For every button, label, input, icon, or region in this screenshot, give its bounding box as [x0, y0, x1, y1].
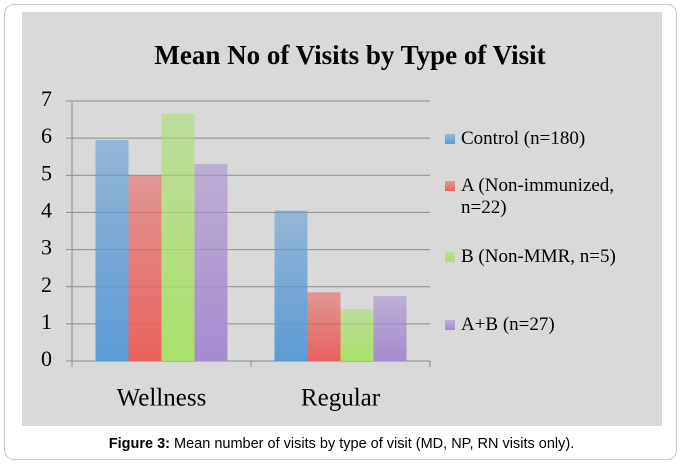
- legend-swatch: [445, 252, 455, 262]
- legend-label: A+B (n=27): [461, 314, 555, 335]
- caption-label: Figure 3:: [108, 436, 170, 452]
- bar: [274, 210, 308, 361]
- legend-swatch: [445, 134, 455, 144]
- y-tick-label: 5: [41, 160, 52, 185]
- frame: [4, 4, 677, 460]
- y-tick-label: 6: [41, 123, 52, 148]
- y-tick-label: 2: [41, 272, 52, 297]
- legend-label: A (Non-immunized, n=22): [461, 175, 615, 218]
- bar: [161, 114, 195, 361]
- y-tick-label: 3: [41, 235, 52, 260]
- bar: [307, 292, 341, 361]
- y-tick-label: 1: [41, 309, 52, 334]
- y-tick-label: 0: [41, 346, 52, 371]
- legend-item: B (Non-MMR, n=5): [445, 246, 651, 268]
- bar: [340, 309, 374, 361]
- legend-swatch: [445, 181, 455, 191]
- legend-swatch: [445, 320, 455, 330]
- legend-label: Control (n=180): [461, 128, 586, 149]
- x-tick-label: Regular: [301, 385, 381, 412]
- x-tick-label: Wellness: [117, 385, 207, 412]
- caption: Figure 3: Mean number of visits by type …: [0, 436, 683, 452]
- legend-label: B (Non-MMR, n=5): [461, 246, 616, 267]
- legend-item: A+B (n=27): [445, 314, 651, 336]
- y-tick-label: 4: [41, 197, 52, 222]
- legend-item: Control (n=180): [445, 128, 651, 150]
- caption-text: Mean number of visits by type of visit (…: [174, 436, 575, 452]
- chart-title: Mean No of Visits by Type of Visit: [154, 40, 545, 70]
- bar: [128, 175, 162, 361]
- bar: [194, 164, 228, 361]
- y-tick-label: 7: [41, 86, 52, 111]
- legend-item: A (Non-immunized, n=22): [445, 175, 651, 219]
- bar: [95, 140, 129, 361]
- bar: [373, 296, 407, 361]
